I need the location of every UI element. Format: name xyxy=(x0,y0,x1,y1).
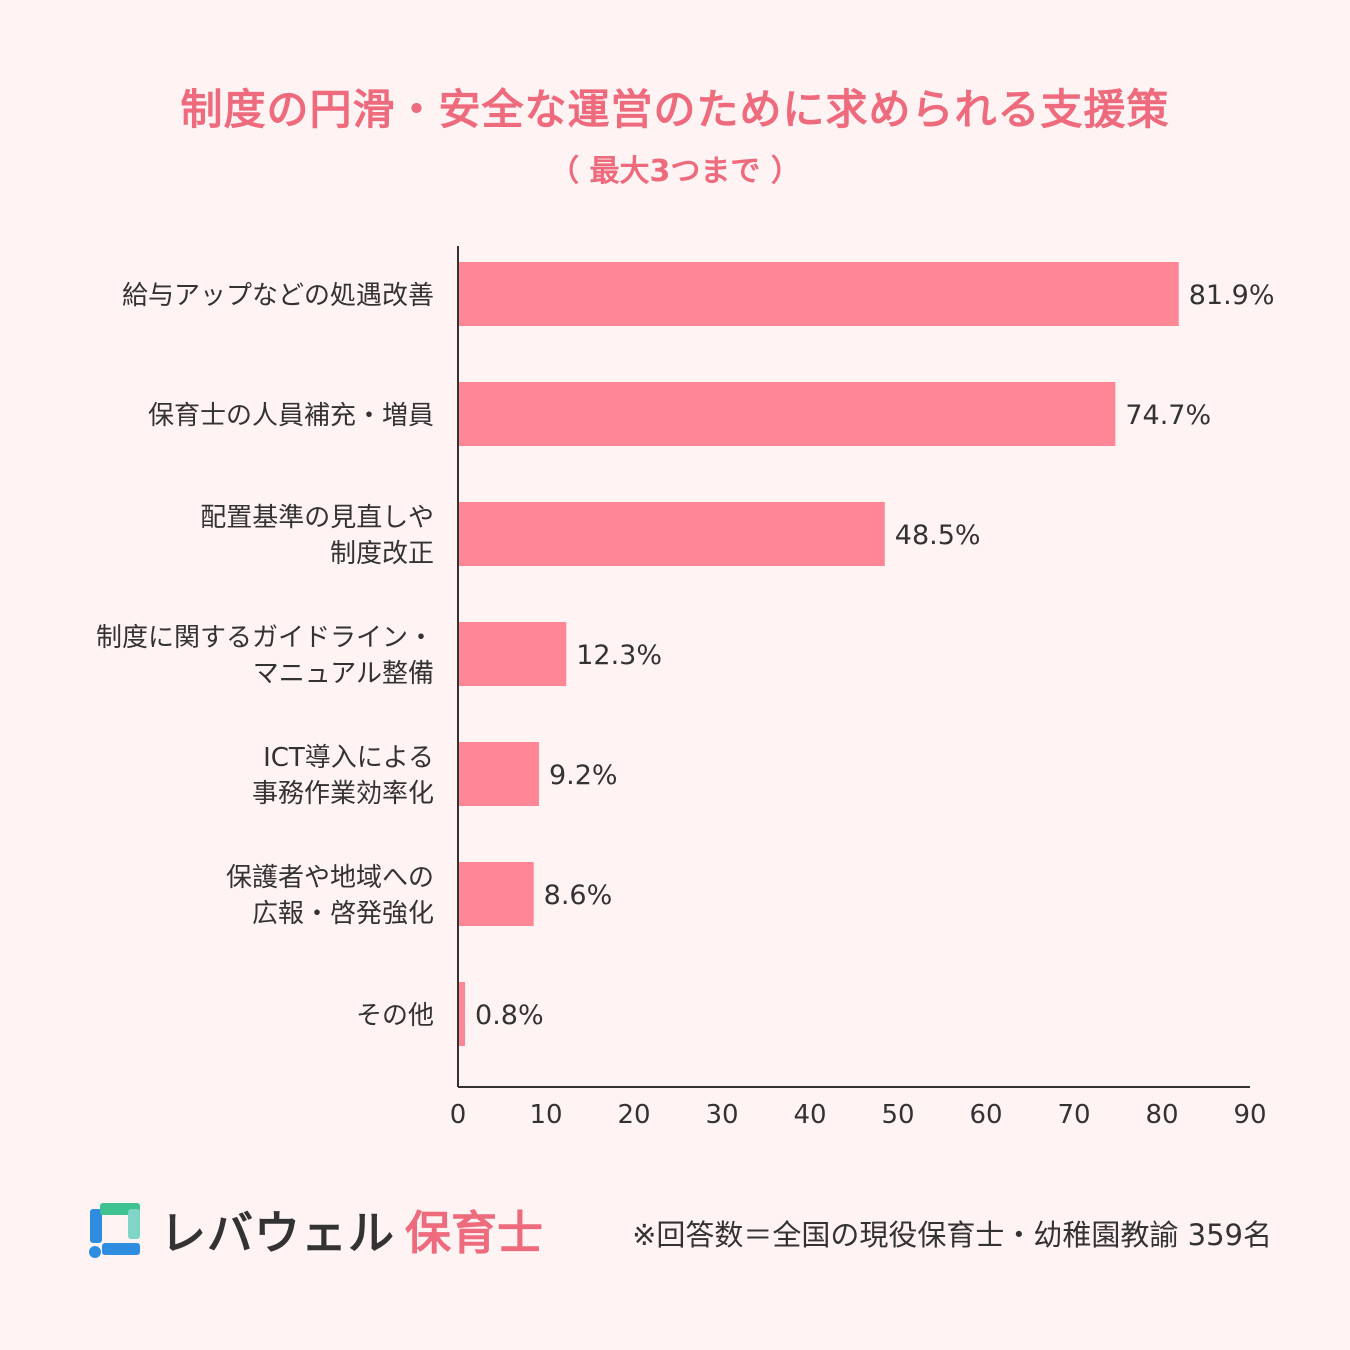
value-label-5: 9.2% xyxy=(549,760,618,791)
category-label-4-line-2: マニュアル整備 xyxy=(253,659,434,689)
bar-chart: 81.9% 給与アップなどの処遇改善 74.7% 保育士の人員補充・増員 48.5% 配置… xyxy=(96,246,1275,1130)
category-label-5-line-2: 事務作業効率化 xyxy=(252,779,434,809)
value-label-6: 8.6% xyxy=(544,880,613,911)
category-label-3-line-2: 制度改正 xyxy=(330,539,434,569)
value-label-1: 81.9% xyxy=(1189,280,1275,311)
x-tick-label-70: 70 xyxy=(1057,1100,1090,1130)
bar-1 xyxy=(458,262,1179,326)
category-label-5-line-1: ICT導入による xyxy=(263,743,434,773)
brand-service: 保育士 xyxy=(405,1206,543,1260)
bar-4 xyxy=(458,622,567,686)
category-label-1: 給与アップなどの処遇改善 xyxy=(122,281,434,311)
x-tick-label-10: 10 xyxy=(529,1100,562,1130)
value-label-7: 0.8% xyxy=(475,1000,544,1031)
category-label-3-line-1: 配置基準の見直しや xyxy=(200,503,434,533)
value-label-4: 12.3% xyxy=(576,640,662,671)
respondent-note: ※回答数＝全国の現役保育士・幼稚園教諭 359名 xyxy=(632,1218,1272,1252)
category-label-2: 保育士の人員補充・増員 xyxy=(148,401,434,431)
chart-subtitle: （ 最大3つまで ） xyxy=(549,154,801,189)
x-tick-label-40: 40 xyxy=(793,1100,826,1130)
category-label-4-line-1: 制度に関するガイドライン・ xyxy=(96,623,434,653)
brand-logo: レバウェル 保育士 xyxy=(84,1198,543,1262)
category-label-6-line-1: 保護者や地域への xyxy=(226,863,434,893)
x-tick-label-60: 60 xyxy=(969,1100,1002,1130)
bar-5 xyxy=(458,742,539,806)
x-tick-label-90: 90 xyxy=(1233,1100,1266,1130)
category-label-6-line-2: 広報・啓発強化 xyxy=(252,899,434,929)
value-label-2: 74.7% xyxy=(1125,400,1211,431)
bar-3 xyxy=(458,502,885,566)
x-tick-label-0: 0 xyxy=(450,1100,467,1130)
logo-mark-icon xyxy=(89,1203,140,1258)
bar-2 xyxy=(458,382,1116,446)
value-label-3: 48.5% xyxy=(895,520,981,551)
bar-7 xyxy=(458,982,466,1046)
chart-title: 制度の円滑・安全な運営のために求められる支援策 xyxy=(180,85,1170,134)
x-tick-label-80: 80 xyxy=(1145,1100,1178,1130)
x-tick-label-30: 30 xyxy=(705,1100,738,1130)
bar-6 xyxy=(458,862,534,926)
brand-name: レバウェル xyxy=(160,1206,395,1260)
x-tick-label-20: 20 xyxy=(617,1100,650,1130)
x-tick-label-50: 50 xyxy=(881,1100,914,1130)
category-label-7: その他 xyxy=(356,1001,434,1031)
